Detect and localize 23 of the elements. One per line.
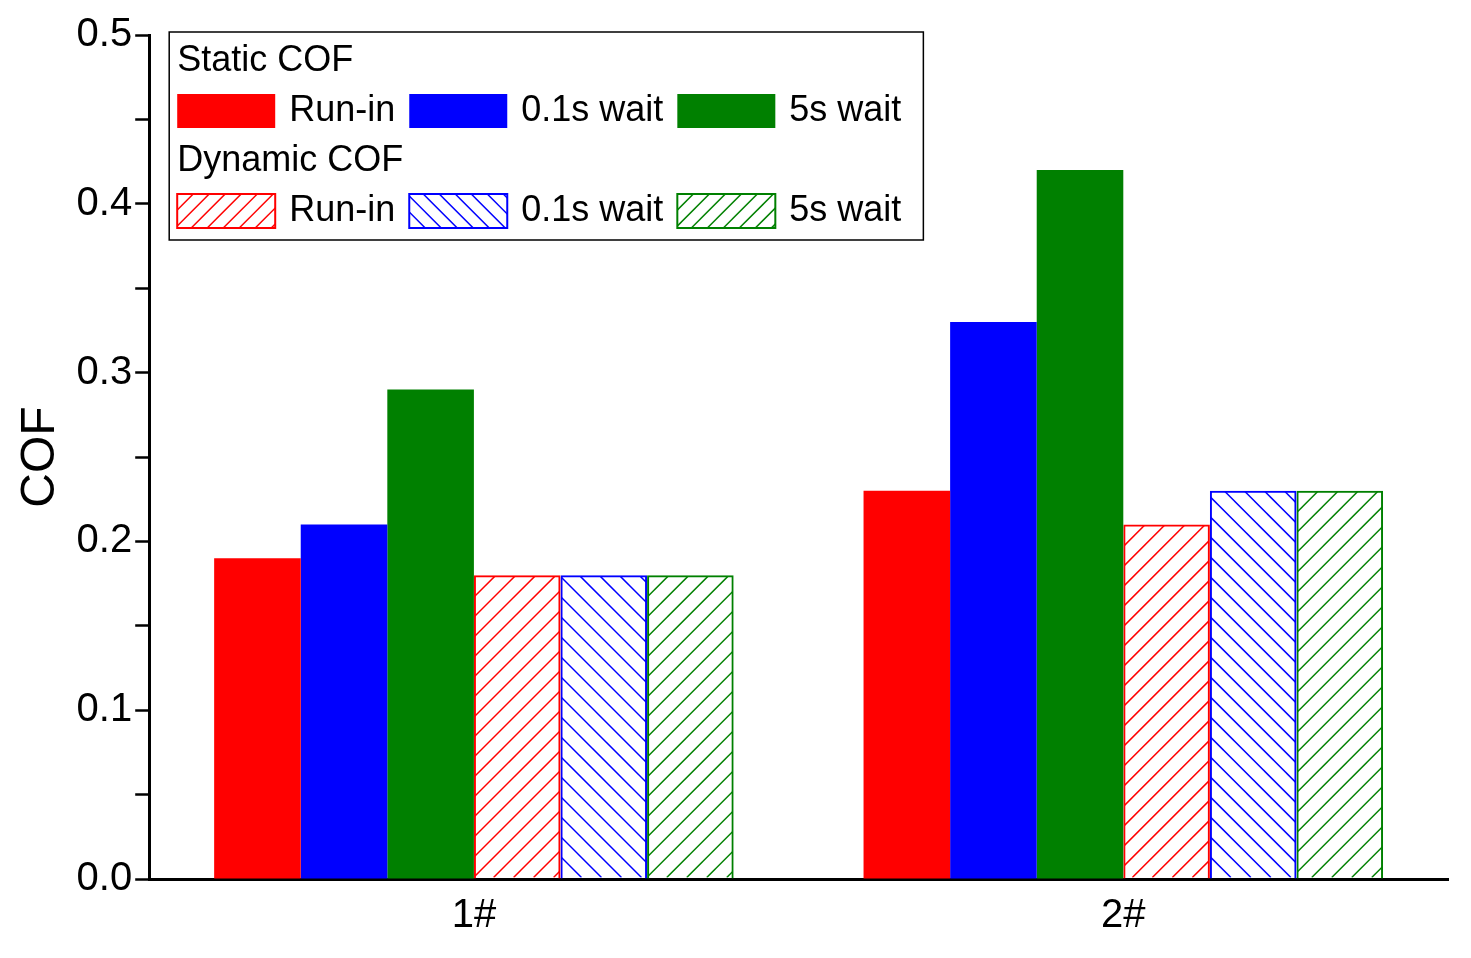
y-tick-label: 0.0	[76, 854, 133, 899]
legend-label: 0.1s wait	[521, 187, 664, 229]
bar	[387, 389, 474, 879]
annotation: Static COF	[177, 37, 354, 79]
bar	[214, 558, 301, 879]
bar	[300, 524, 388, 879]
legend-label: Run-in	[289, 187, 396, 229]
legend-label: Run-in	[289, 87, 396, 129]
y-tick-label: 0.4	[76, 178, 133, 223]
bar	[863, 490, 951, 879]
legend-label: 5s wait	[789, 187, 902, 229]
y-tick-label: 0.2	[76, 516, 133, 561]
legend-label: 0.1s wait	[521, 87, 664, 129]
y-tick-label: 0.1	[76, 685, 133, 730]
x-tick-label: 1#	[451, 891, 497, 936]
x-tick-label: 2#	[1101, 891, 1147, 936]
annotation: Dynamic COF	[177, 137, 404, 179]
bar	[1036, 170, 1124, 879]
bar	[950, 321, 1037, 879]
legend-label: 5s wait	[789, 87, 902, 129]
y-tick-label: 0.5	[76, 10, 133, 55]
y-axis-title: COF	[11, 406, 65, 508]
y-tick-label: 0.3	[76, 347, 133, 392]
